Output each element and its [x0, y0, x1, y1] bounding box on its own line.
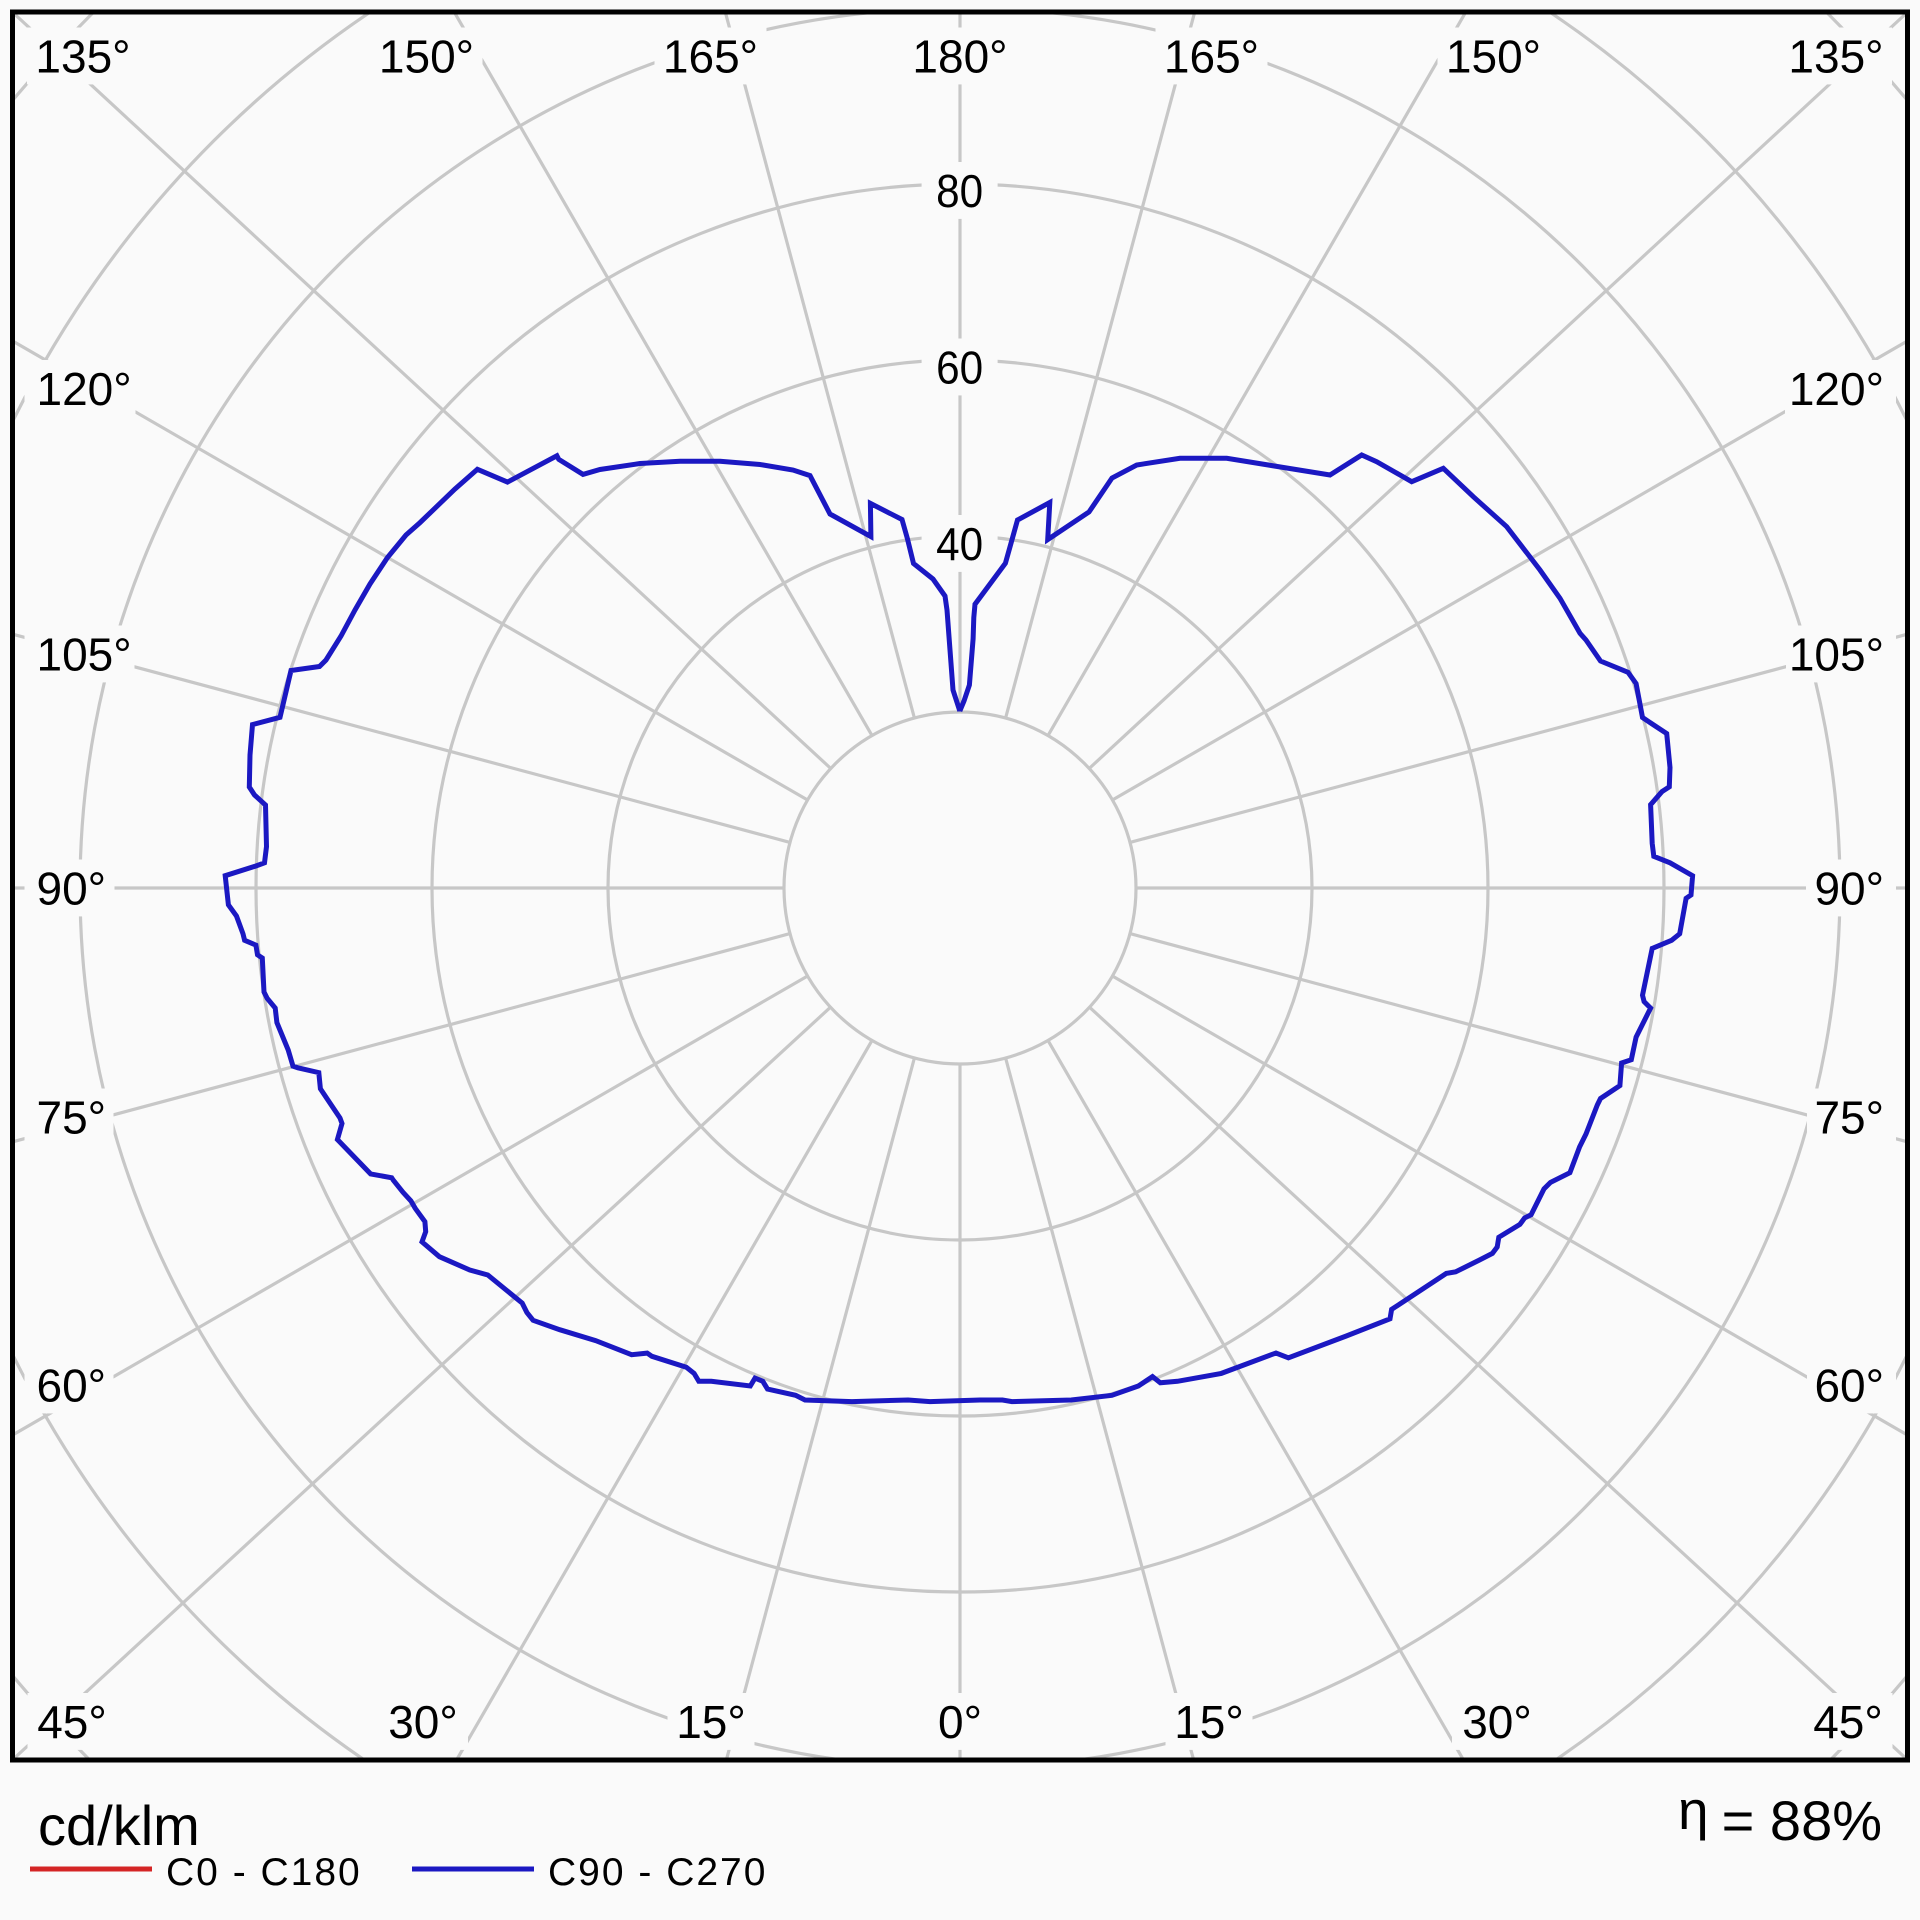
svg-text:180°: 180°: [912, 31, 1007, 83]
svg-text:15°: 15°: [676, 1696, 746, 1748]
svg-text:135°: 135°: [1788, 31, 1883, 83]
svg-text:30°: 30°: [1462, 1696, 1532, 1748]
svg-text:150°: 150°: [379, 31, 474, 83]
svg-text:η: η: [1678, 1779, 1709, 1841]
svg-text:45°: 45°: [37, 1696, 107, 1748]
svg-text:60: 60: [936, 342, 983, 394]
svg-text:C90 - C270: C90 - C270: [548, 1851, 767, 1894]
svg-text:90°: 90°: [1814, 863, 1884, 915]
svg-text:40: 40: [936, 518, 983, 570]
svg-text:cd/klm: cd/klm: [38, 1794, 200, 1857]
svg-text:75°: 75°: [1814, 1092, 1884, 1144]
svg-text:15°: 15°: [1174, 1696, 1244, 1748]
svg-text:105°: 105°: [37, 629, 132, 681]
svg-text:80: 80: [936, 165, 983, 217]
svg-text:60°: 60°: [1814, 1360, 1884, 1412]
svg-text:30°: 30°: [388, 1696, 458, 1748]
svg-text:90°: 90°: [37, 863, 107, 915]
svg-text:165°: 165°: [663, 31, 758, 83]
svg-text:120°: 120°: [1789, 363, 1884, 415]
svg-text:150°: 150°: [1446, 31, 1541, 83]
svg-text:135°: 135°: [35, 31, 130, 83]
svg-text:105°: 105°: [1789, 629, 1884, 681]
svg-text:60°: 60°: [37, 1360, 107, 1412]
svg-text:45°: 45°: [1813, 1696, 1883, 1748]
svg-text:= 88%: = 88%: [1722, 1789, 1882, 1852]
svg-text:C0 - C180: C0 - C180: [166, 1851, 362, 1894]
svg-text:165°: 165°: [1164, 31, 1259, 83]
svg-text:120°: 120°: [37, 363, 132, 415]
svg-text:0°: 0°: [938, 1696, 982, 1748]
svg-text:75°: 75°: [37, 1092, 107, 1144]
